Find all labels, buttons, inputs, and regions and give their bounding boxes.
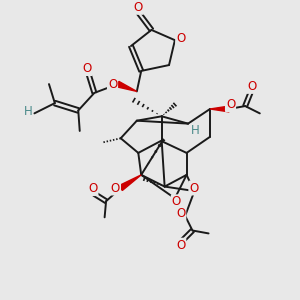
Polygon shape bbox=[119, 175, 141, 190]
Text: O: O bbox=[88, 182, 98, 195]
Text: O: O bbox=[247, 80, 256, 93]
Text: O: O bbox=[134, 1, 143, 14]
Text: O: O bbox=[172, 195, 181, 208]
Text: O: O bbox=[176, 32, 185, 45]
Text: O: O bbox=[176, 238, 185, 252]
Text: O: O bbox=[82, 62, 92, 75]
Text: H: H bbox=[191, 124, 200, 137]
Text: O: O bbox=[176, 207, 185, 220]
Text: O: O bbox=[189, 182, 199, 194]
Text: O: O bbox=[226, 98, 235, 111]
Text: H: H bbox=[23, 105, 32, 119]
Polygon shape bbox=[117, 81, 137, 92]
Text: O: O bbox=[111, 182, 120, 194]
Text: O: O bbox=[108, 78, 117, 91]
Polygon shape bbox=[210, 106, 229, 112]
